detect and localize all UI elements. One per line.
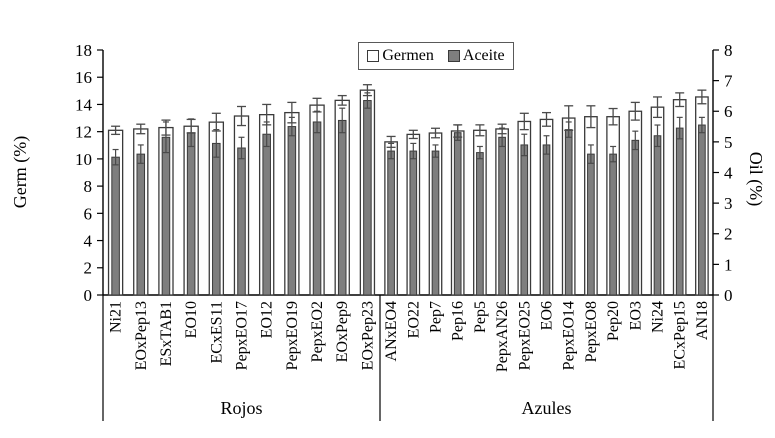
group-label-azules: Azules	[521, 398, 572, 418]
left-tick-label: 6	[84, 204, 93, 223]
bar-aceite-EOxPep23	[363, 100, 372, 296]
category-label-Pep5: Pep5	[472, 301, 489, 333]
group-label-rojos: Rojos	[220, 398, 263, 418]
bar-aceite-EO3	[631, 139, 640, 296]
bar-aceite-PepxEO19	[287, 126, 297, 296]
left-tick-label: 0	[84, 286, 93, 305]
category-label-ECxES11: ECxES11	[208, 301, 225, 364]
bar-aceite-Ni21	[111, 156, 120, 296]
bar-aceite-AN18	[698, 124, 706, 296]
category-label-Ni21: Ni21	[108, 301, 125, 333]
bar-aceite-PepxAN26	[498, 136, 506, 296]
category-label-Pep16: Pep16	[450, 301, 467, 341]
left-tick-label: 18	[75, 41, 92, 60]
right-tick-label: 0	[724, 286, 733, 305]
germen-swatch-icon	[367, 50, 380, 62]
right-tick-label: 3	[724, 194, 733, 213]
left-tick-label: 16	[75, 68, 92, 87]
left-tick-label: 2	[84, 259, 93, 278]
bar-aceite-Pep20	[609, 153, 617, 296]
bar-aceite-Ni24	[653, 135, 662, 296]
category-label-EO3: EO3	[627, 301, 644, 330]
category-label-PepxEO19: PepxEO19	[284, 301, 301, 370]
left-tick-label: 8	[84, 177, 93, 196]
category-label-Pep20: Pep20	[605, 301, 622, 341]
right-tick-label: 8	[724, 41, 733, 60]
category-label-EOxPep9: EOxPep9	[334, 301, 351, 362]
legend-item-germen: Germen	[367, 47, 434, 65]
bar-aceite-EOxPep9	[337, 119, 347, 296]
category-label-Pep7: Pep7	[428, 301, 445, 333]
bar-aceite-EOxPep13	[136, 153, 146, 296]
legend-label-aceite: Aceite	[462, 47, 505, 64]
category-label-PepxEO8: PepxEO8	[583, 301, 600, 362]
right-axis-title: Oil (%)	[746, 151, 766, 207]
right-tick-label: 4	[724, 163, 733, 182]
bar-aceite-ECxPep15	[675, 127, 684, 296]
left-tick-label: 14	[75, 95, 93, 114]
right-tick-label: 2	[724, 225, 733, 244]
bar-aceite-EO6	[542, 144, 551, 296]
bar-aceite-PepxEO14	[564, 129, 573, 296]
bar-aceite-PepxEO17	[237, 147, 246, 296]
legend-label-germen: Germen	[382, 47, 434, 64]
right-tick-label: 1	[724, 255, 733, 274]
category-label-ANxEO4: ANxEO4	[383, 301, 400, 361]
bar-aceite-ANxEO4	[387, 150, 395, 296]
category-label-EO12: EO12	[259, 301, 276, 338]
category-label-EOxPep13: EOxPep13	[133, 301, 150, 370]
legend: Germen Aceite	[358, 42, 514, 70]
right-tick-label: 7	[724, 72, 733, 91]
category-label-EO10: EO10	[183, 301, 200, 338]
category-label-PepxEO17: PepxEO17	[234, 301, 251, 370]
category-label-AN18: AN18	[694, 301, 711, 340]
bar-aceite-Pep16	[453, 132, 462, 296]
bar-aceite-EO10	[186, 132, 196, 296]
category-label-Ni24: Ni24	[650, 301, 667, 333]
bar-aceite-PepxEO2	[312, 121, 322, 296]
bar-aceite-Pep5	[476, 152, 484, 296]
category-label-PepxEO25: PepxEO25	[516, 301, 533, 370]
legend-item-aceite: Aceite	[447, 47, 505, 65]
bar-aceite-PepxEO8	[587, 153, 595, 296]
right-tick-label: 6	[724, 102, 733, 121]
category-label-PepxEO2: PepxEO2	[309, 301, 326, 362]
left-tick-label: 4	[84, 232, 93, 251]
right-tick-label: 5	[724, 133, 733, 152]
category-label-PepxEO14: PepxEO14	[561, 301, 578, 370]
left-tick-label: 10	[75, 150, 92, 169]
left-tick-label: 12	[75, 123, 92, 142]
bar-aceite-EO12	[262, 133, 271, 296]
bar-aceite-PepxEO25	[520, 144, 529, 296]
bar-aceite-ESxTAB1	[161, 136, 171, 296]
category-label-EO22: EO22	[405, 301, 422, 338]
category-label-ECxPep15: ECxPep15	[672, 301, 689, 369]
category-label-PepxAN26: PepxAN26	[494, 301, 511, 372]
category-label-ESxTAB1: ESxTAB1	[158, 301, 175, 366]
category-label-EO6: EO6	[539, 301, 556, 330]
bar-aceite-ECxES11	[212, 142, 221, 296]
bar-aceite-Pep7	[431, 150, 440, 296]
bar-aceite-EO22	[409, 150, 418, 296]
aceite-swatch-icon	[447, 50, 460, 62]
category-label-EOxPep23: EOxPep23	[359, 301, 376, 370]
left-axis-title: Germ (%)	[10, 135, 30, 209]
